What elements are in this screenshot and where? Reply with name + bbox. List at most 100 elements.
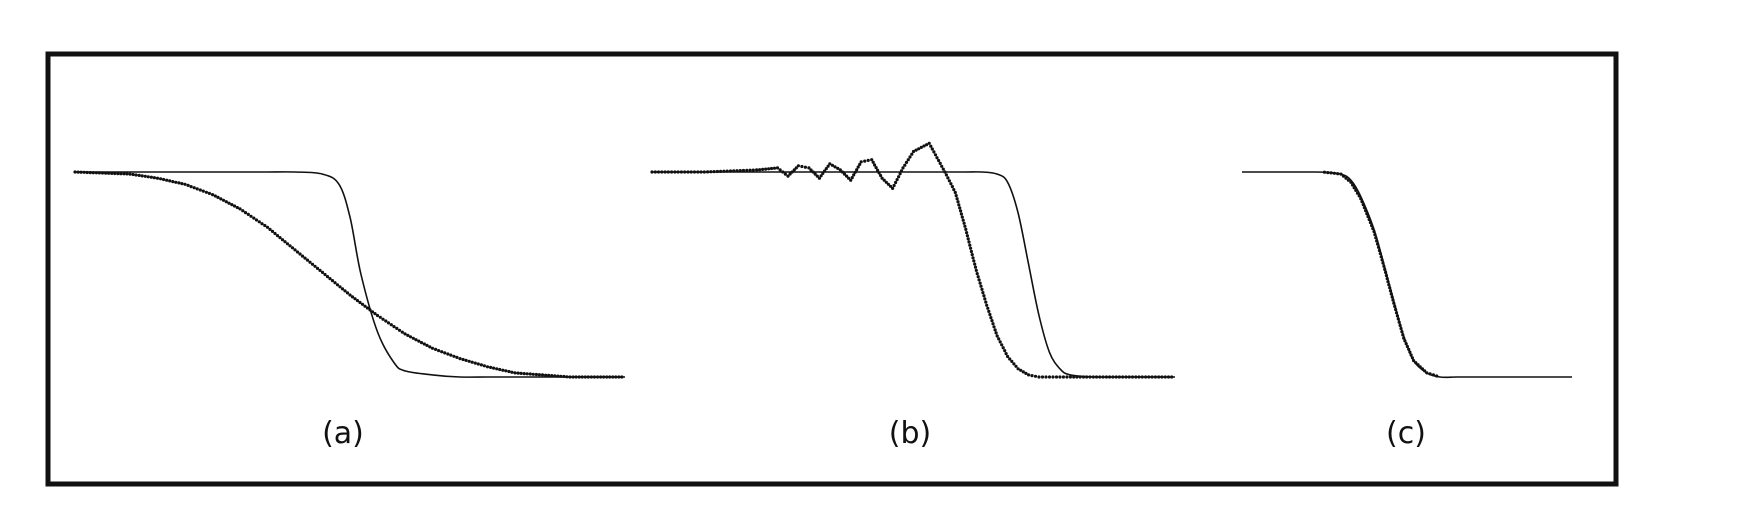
panel-b-series-1-point	[783, 172, 788, 176]
panel-b-series-1-point	[884, 180, 888, 184]
panel-b-series-1-point	[927, 141, 931, 145]
panel-a-series-1-point	[73, 170, 77, 174]
panel-b-series-1-point	[965, 234, 970, 238]
panel-c-series-1-point	[1349, 180, 1353, 184]
panel-b-series-1-point	[823, 169, 827, 173]
panel-b-series-1-point	[933, 153, 938, 157]
panel-c-series-1-point	[1423, 369, 1427, 373]
panel-b-series-1-point	[650, 170, 654, 174]
panel-c-series-1-point	[1371, 226, 1375, 231]
panel-c-series-1-point	[1412, 359, 1416, 363]
panel-a-series-1-point	[263, 223, 267, 228]
panel-b-series-1-point	[794, 166, 798, 170]
panel-c-series-1-point	[1408, 350, 1412, 354]
panel-c-series-1-point	[1365, 212, 1369, 216]
panel-a-series-1-point	[375, 313, 380, 318]
panel-a-series-1-point	[325, 275, 330, 279]
panel-b-series-1-point	[1127, 375, 1131, 379]
panel-c-series-1-point	[1366, 214, 1370, 219]
panel-b-series-1-point	[956, 200, 960, 204]
panel-b-series-1-point	[755, 168, 759, 172]
panel-b-series-1-point	[941, 167, 945, 171]
panel-a-series-1-point	[290, 246, 295, 250]
panel-b-series-1-point	[772, 166, 777, 170]
panel-a-series-1-point	[498, 367, 502, 372]
panel-a-series-1-point	[368, 308, 372, 312]
panel-a-series-1-point	[189, 185, 193, 189]
panel-c-series-1-point	[1361, 203, 1365, 207]
panel-a-series-1-dotted-curve	[73, 170, 624, 379]
panel-b-series-1-point	[821, 171, 825, 175]
panel-a-series-1-point	[574, 375, 578, 379]
panel-c-series-1-point	[1339, 172, 1343, 176]
panel-a-series-1-point	[504, 369, 508, 373]
panel-a-series-1-point	[355, 299, 360, 303]
panel-a-series-1-point	[79, 170, 83, 174]
panel-a-series-1-point	[285, 242, 290, 246]
panel-b-series-1-point	[938, 161, 942, 165]
panel-b-series-1-point	[983, 297, 987, 301]
panel-a-series-1-point	[328, 277, 332, 281]
panel-a-series-1-point	[82, 170, 86, 174]
panel-a-series-1-point	[449, 353, 453, 357]
panel-a-series-1-point	[580, 375, 584, 379]
panel-a-series-1-point	[85, 170, 89, 175]
panel-b-series-1-point	[1024, 371, 1028, 375]
panel-b-series-1-point	[898, 172, 902, 176]
panel-c-series-1-point	[1420, 367, 1424, 371]
panel-b-series-1-point	[947, 179, 952, 183]
panel-b-series-1-point	[969, 249, 974, 254]
panel-a-series-1-point	[562, 374, 566, 379]
panel-c-series-1-point	[1336, 172, 1340, 176]
panel-c-series-1-point	[1418, 365, 1422, 369]
panel-a-series-1-point	[104, 171, 108, 175]
panel-c-series-1-point	[1404, 342, 1408, 346]
panel-c-series-1-point	[1332, 171, 1336, 175]
panel-b-series-1-point	[1033, 374, 1038, 378]
panel-a-series-1-point	[485, 365, 490, 369]
panel-a-series-1-point	[403, 332, 407, 336]
panel-b-series-1-point	[1000, 343, 1004, 347]
panel-a-series-1-point	[273, 231, 277, 236]
panel-a-series-1-point	[617, 375, 621, 379]
panel-b-series-1-point	[1104, 375, 1108, 379]
panel-c-series-1-point	[1435, 374, 1439, 378]
panel-b-series-1-point	[970, 253, 974, 257]
panel-b-series-1-point	[1040, 375, 1045, 379]
panel-a-series-1-point	[440, 350, 444, 354]
panel-a-series-1-point	[540, 373, 545, 377]
panel-c-series-1-point	[1383, 267, 1387, 271]
panel-a-series-1-point	[411, 336, 415, 340]
panel-b-series-1-point	[958, 206, 962, 210]
panel-a-series-1-point	[134, 173, 138, 177]
panel-c-series-1-point	[1378, 252, 1382, 256]
panel-a-series-1-point	[235, 205, 239, 210]
panel-b-series-1-point	[1044, 375, 1048, 379]
panel-c-series-1-point	[1373, 233, 1377, 237]
panel-b-series-1-point	[892, 183, 896, 188]
panel-a-series-1-point	[476, 362, 480, 366]
panel-b-series-1-point	[826, 164, 830, 168]
panel-a-series-1-point	[479, 363, 483, 367]
panel-c-series-1-point	[1405, 344, 1409, 349]
panel-a-series-1-point	[186, 183, 190, 187]
panel-a-series-1-point	[125, 172, 129, 176]
panel-c-series-1-point	[1392, 301, 1396, 305]
panel-b-series-1-point	[932, 150, 936, 154]
panel-c-series-1-point	[1410, 356, 1414, 360]
panel-b-series-1-point	[819, 174, 823, 178]
panel-b-series-1-point	[1124, 375, 1128, 379]
panel-a-series-1-point	[241, 209, 245, 213]
panel-b-series-1-point	[702, 170, 706, 174]
panel-a-series-1-point	[204, 190, 208, 194]
panel-b-series-1-point	[751, 168, 755, 172]
panel-b-series-1-point	[1098, 375, 1102, 379]
panel-b-series-1-point	[852, 173, 856, 177]
panel-b-series-1-point	[850, 176, 854, 180]
panel-b-series-1-point	[973, 262, 977, 266]
panel-b-series-1-point	[897, 175, 901, 179]
panel-b-series-1-point	[692, 170, 697, 174]
panel-b-series-1-point	[842, 172, 847, 176]
panel-a-series-1-point	[620, 375, 624, 379]
panel-a-series-1-point	[378, 315, 382, 319]
